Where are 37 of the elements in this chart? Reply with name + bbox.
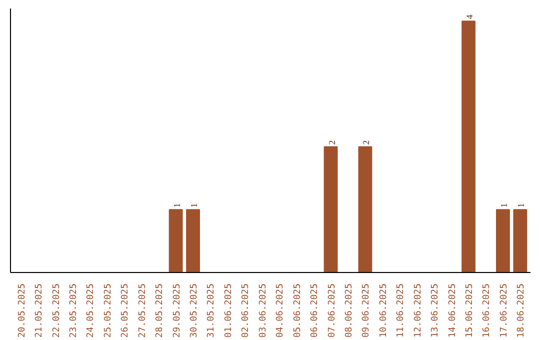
x-tick-label: 24.05.2025 xyxy=(86,283,96,338)
x-tick-label: 17.06.2025 xyxy=(499,283,510,338)
x-tick-label: 15.06.2025 xyxy=(465,283,476,338)
data-label: 1 xyxy=(498,203,509,208)
x-tick-label: 13.06.2025 xyxy=(430,283,441,338)
x-tick-label: 25.05.2025 xyxy=(103,283,114,338)
x-tick-label: 26.05.2025 xyxy=(120,283,131,338)
x-tick-label: 28.05.2025 xyxy=(155,283,166,338)
data-label: 1 xyxy=(189,203,200,208)
x-tick-label: 01.06.2025 xyxy=(224,283,234,338)
x-tick-label: 04.06.2025 xyxy=(276,283,286,338)
data-label: 4 xyxy=(464,14,475,20)
x-tick-label: 23.05.2025 xyxy=(68,283,79,338)
x-tick-label: 10.06.2025 xyxy=(378,283,389,338)
x-tick-label: 16.06.2025 xyxy=(482,283,492,338)
data-label: 2 xyxy=(361,140,372,145)
x-tick-label: 29.05.2025 xyxy=(172,283,182,338)
x-tick-label: 02.06.2025 xyxy=(241,283,252,338)
x-tick-label: 11.06.2025 xyxy=(396,283,406,338)
x-tick-label: 31.05.2025 xyxy=(206,283,217,338)
x-tick-label: 30.05.2025 xyxy=(190,283,200,338)
x-tick-label: 08.06.2025 xyxy=(344,283,354,338)
x-tick-label: 18.06.2025 xyxy=(516,283,527,338)
data-label: 1 xyxy=(516,203,526,208)
x-tick-label: 27.05.2025 xyxy=(138,283,148,338)
x-tick-label: 20.05.2025 xyxy=(17,283,28,338)
x-tick-label: 05.06.2025 xyxy=(292,283,303,338)
x-tick-label: 07.06.2025 xyxy=(327,283,338,338)
x-tick-label: 09.06.2025 xyxy=(362,283,372,338)
data-label: 1 xyxy=(172,203,182,208)
x-tick-label: 06.06.2025 xyxy=(310,283,320,338)
x-tick-label: 21.05.2025 xyxy=(34,283,45,338)
x-tick-label: 03.06.2025 xyxy=(258,283,268,338)
x-tick-label: 14.06.2025 xyxy=(448,283,458,338)
x-tick-label: 22.05.2025 xyxy=(52,283,62,338)
data-label: 2 xyxy=(326,140,337,145)
x-tick-label: 12.06.2025 xyxy=(413,283,424,338)
